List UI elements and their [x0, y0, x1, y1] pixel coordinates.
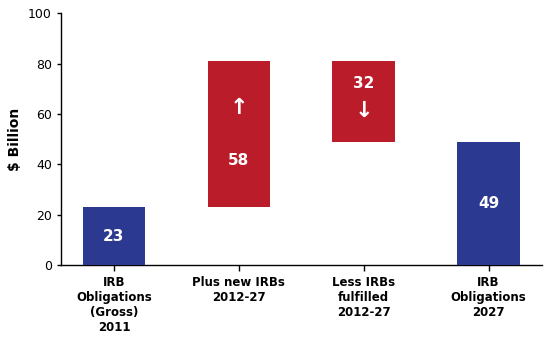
Text: ↑: ↑ — [229, 98, 248, 118]
Text: 32: 32 — [353, 76, 375, 91]
Text: 58: 58 — [228, 153, 249, 168]
Bar — [82, 207, 145, 265]
Y-axis label: $ Billion: $ Billion — [8, 108, 23, 171]
Bar — [207, 61, 270, 207]
Text: 49: 49 — [478, 196, 499, 211]
Bar — [332, 61, 395, 142]
Bar — [458, 142, 520, 265]
Text: ↓: ↓ — [354, 101, 373, 121]
Text: 23: 23 — [103, 229, 124, 244]
